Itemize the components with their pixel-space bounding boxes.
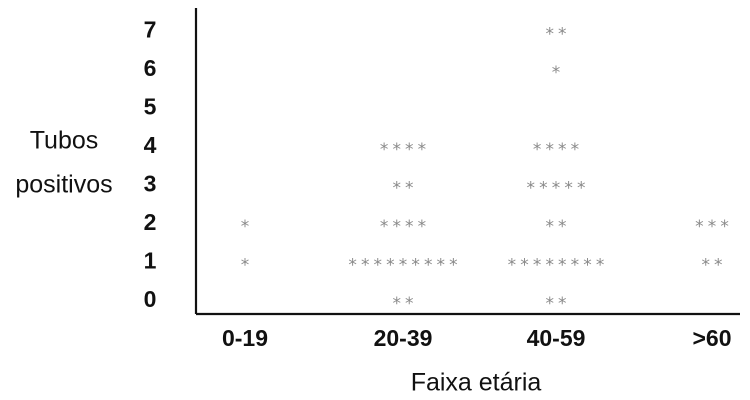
data-point: * bbox=[392, 179, 402, 199]
data-point: * bbox=[532, 256, 542, 276]
y-tick-label: 2 bbox=[144, 209, 157, 235]
data-point: * bbox=[538, 179, 548, 199]
data-point: * bbox=[385, 256, 395, 276]
data-point: * bbox=[545, 217, 555, 237]
data-point: * bbox=[563, 179, 573, 199]
x-tick-label: 40-59 bbox=[527, 325, 586, 351]
data-point: * bbox=[240, 217, 250, 237]
y-tick-label: 6 bbox=[144, 55, 157, 81]
data-point: * bbox=[404, 294, 414, 314]
data-point: * bbox=[595, 256, 605, 276]
data-point: * bbox=[404, 140, 414, 160]
data-point: * bbox=[392, 140, 402, 160]
data-point: * bbox=[557, 294, 567, 314]
data-point: * bbox=[360, 256, 370, 276]
data-point: * bbox=[240, 256, 250, 276]
data-point: * bbox=[373, 256, 383, 276]
x-tick-label: 20-39 bbox=[374, 325, 433, 351]
y-axis-title: Tubos positivos bbox=[15, 127, 112, 199]
data-point: * bbox=[694, 217, 704, 237]
data-point: * bbox=[570, 256, 580, 276]
data-marks: *** ** * * * * * * * ** * * ** ** * * ** ** * * * * * * ** ** * * * *… bbox=[240, 25, 730, 315]
y-axis-title-line-1: Tubos bbox=[30, 127, 99, 155]
data-point: * bbox=[448, 256, 458, 276]
data-point: * bbox=[545, 294, 555, 314]
y-tick-label: 3 bbox=[144, 171, 157, 197]
data-point: * bbox=[379, 140, 389, 160]
data-point: * bbox=[545, 25, 555, 45]
data-point: * bbox=[379, 217, 389, 237]
y-tick-label: 7 bbox=[144, 17, 157, 43]
data-point: * bbox=[392, 217, 402, 237]
data-point: * bbox=[551, 179, 561, 199]
y-tick-label: 5 bbox=[144, 94, 157, 120]
y-tick-labels: 0 1 2 3 4 5 6 7 bbox=[144, 17, 157, 313]
x-tick-label: >60 bbox=[692, 325, 731, 351]
data-point: * bbox=[545, 256, 555, 276]
y-tick-label: 1 bbox=[144, 248, 157, 274]
data-point: * bbox=[519, 256, 529, 276]
data-point: * bbox=[404, 217, 414, 237]
data-point: * bbox=[404, 179, 414, 199]
data-point: * bbox=[576, 179, 586, 199]
data-point: * bbox=[526, 179, 536, 199]
data-point: * bbox=[347, 256, 357, 276]
data-point: * bbox=[719, 217, 729, 237]
y-axis-title-line-2: positivos bbox=[15, 171, 112, 199]
data-point: * bbox=[545, 140, 555, 160]
data-point: * bbox=[532, 140, 542, 160]
data-point: * bbox=[713, 256, 723, 276]
data-point: * bbox=[557, 217, 567, 237]
x-axis-title: Faixa etária bbox=[411, 369, 542, 397]
x-tick-label: 0-19 bbox=[222, 325, 268, 351]
data-point: * bbox=[417, 217, 427, 237]
data-point: * bbox=[582, 256, 592, 276]
data-point: * bbox=[557, 140, 567, 160]
data-point: * bbox=[410, 256, 420, 276]
data-point: * bbox=[707, 217, 717, 237]
data-point: * bbox=[701, 256, 711, 276]
data-point: * bbox=[570, 140, 580, 160]
data-point: * bbox=[423, 256, 433, 276]
data-point: * bbox=[417, 140, 427, 160]
y-tick-label: 0 bbox=[144, 286, 157, 312]
data-point: * bbox=[436, 256, 446, 276]
data-point: * bbox=[551, 63, 561, 83]
data-point: * bbox=[398, 256, 408, 276]
y-tick-label: 4 bbox=[144, 132, 157, 158]
x-tick-labels: 0-19 20-39 40-59 >60 bbox=[222, 325, 732, 351]
data-point: * bbox=[557, 256, 567, 276]
data-point: * bbox=[557, 25, 567, 45]
data-point: * bbox=[392, 294, 402, 314]
data-point: * bbox=[507, 256, 517, 276]
